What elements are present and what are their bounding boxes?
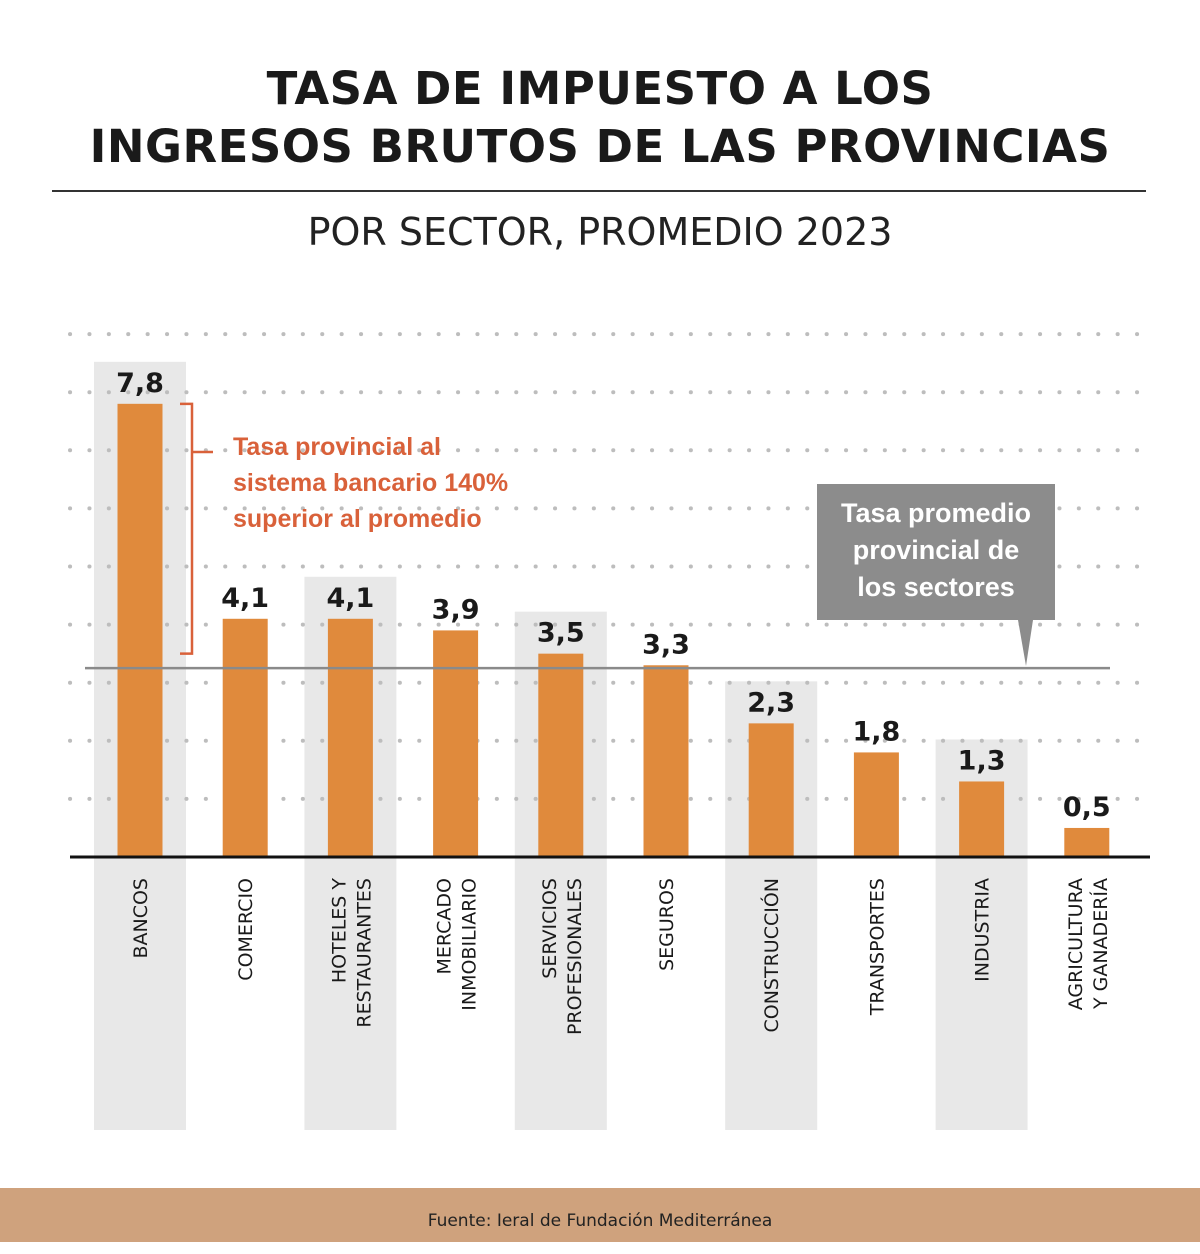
data-label: 2,3 <box>747 687 795 718</box>
category-label-line: BANCOS <box>130 878 152 959</box>
category-label-line: PROFESIONALES <box>564 878 586 1035</box>
category-label: BANCOS <box>130 878 152 959</box>
bar <box>538 653 584 857</box>
category-label-line: MERCADO <box>434 878 456 975</box>
bar <box>748 723 794 857</box>
annotation-line: superior al promedio <box>233 505 482 533</box>
title-line-2: INGRESOS BRUTOS DE LAS PROVINCIAS <box>89 120 1111 173</box>
category-label-line: SERVICIOS <box>539 878 561 979</box>
bar <box>853 752 899 857</box>
category-label-line: TRANSPORTES <box>866 878 888 1016</box>
data-label: 4,1 <box>221 583 269 614</box>
bar <box>117 403 163 857</box>
bracket <box>180 402 213 655</box>
data-label: 7,8 <box>116 368 164 399</box>
category-label: HOTELES Y RESTAURANTES <box>328 878 375 1028</box>
category-label-line: Y GANADERÍA <box>1089 878 1112 1010</box>
source-text: Fuente: Ieral de Fundación Mediterránea <box>427 1211 773 1231</box>
data-label: 3,3 <box>642 629 690 660</box>
bancos-annotation: Tasa provincial al sistema bancario 140% s… <box>233 433 508 533</box>
category-label: AGRICULTURA Y GANADERÍA <box>1065 878 1112 1010</box>
category-label-line: INDUSTRIA <box>972 878 994 982</box>
average-callout <box>817 484 1055 666</box>
category-label-line: HOTELES Y <box>328 878 350 984</box>
category-label: COMERCIO <box>235 878 257 981</box>
category-label-line: COMERCIO <box>235 878 257 981</box>
category-label: MERCADO INMOBILIARIO <box>434 878 481 1011</box>
bar <box>433 630 479 857</box>
annotation-line: Tasa provincial al <box>233 433 441 461</box>
average-callout-text: Tasa promedio provincial de los sectores <box>841 498 1031 602</box>
callout-line: los sectores <box>857 572 1015 602</box>
category-label: SEGUROS <box>656 878 678 971</box>
category-label: SERVICIOS PROFESIONALES <box>539 878 586 1035</box>
category-label: TRANSPORTES <box>866 878 888 1016</box>
category-label-line: AGRICULTURA <box>1065 878 1087 1010</box>
bar-chart: 7,8 BANCOS 4,1 COMERCIO 4,1 HOTELES Y RESTAURA… <box>68 332 1152 1130</box>
annotation-line: sistema bancario 140% <box>233 469 508 497</box>
title-divider <box>52 190 1146 192</box>
data-label: 0,5 <box>1063 792 1111 823</box>
bar <box>222 618 268 857</box>
callout-line: Tasa promedio <box>841 498 1031 528</box>
data-label: 3,5 <box>537 618 585 649</box>
title-line-1: TASA DE IMPUESTO A LOS <box>266 62 934 115</box>
category-label-line: RESTAURANTES <box>353 878 375 1028</box>
category-label: CONSTRUCCIÓN <box>759 878 783 1033</box>
callout-line: provincial de <box>853 535 1020 565</box>
data-label: 3,9 <box>432 594 480 625</box>
data-label: 1,3 <box>958 745 1006 776</box>
category-label-line: SEGUROS <box>656 878 678 971</box>
bar <box>643 665 689 857</box>
data-label: 1,8 <box>852 716 900 747</box>
source-footer: Fuente: Ieral de Fundación Mediterránea <box>0 1188 1200 1242</box>
data-label: 4,1 <box>326 583 374 614</box>
chart-title: TASA DE IMPUESTO A LOS INGRESOS BRUTOS D… <box>0 60 1200 176</box>
bar <box>1064 827 1110 857</box>
category-label-line: CONSTRUCCIÓN <box>759 878 783 1033</box>
bar <box>959 781 1005 857</box>
category-label: INDUSTRIA <box>972 878 994 982</box>
bar <box>327 618 373 857</box>
chart-subtitle: POR SECTOR, PROMEDIO 2023 <box>307 210 893 254</box>
category-label-line: INMOBILIARIO <box>459 878 481 1011</box>
